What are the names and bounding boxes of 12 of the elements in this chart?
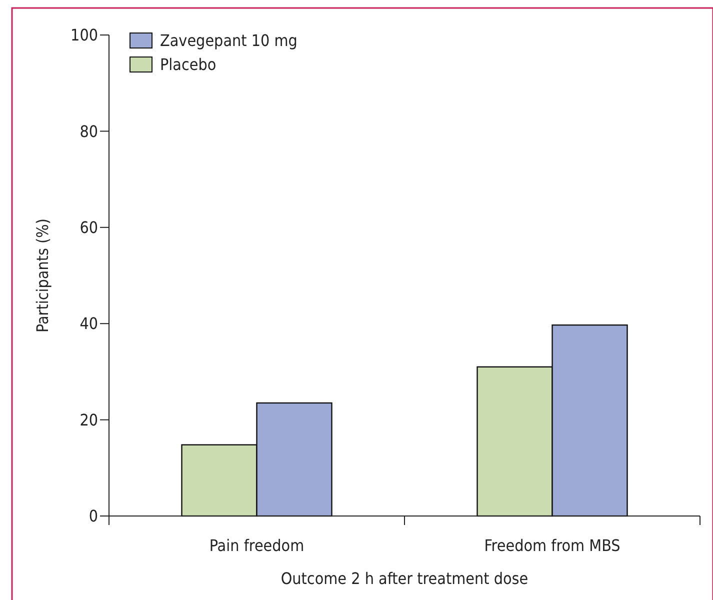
x-tick-label: Pain freedom xyxy=(209,536,304,555)
y-tick-label: 0 xyxy=(88,506,98,526)
y-axis-title: Participants (%) xyxy=(33,218,52,332)
y-tick-label: 100 xyxy=(70,26,98,45)
x-axis-title: Outcome 2 h after treatment dose xyxy=(280,569,528,588)
legend-label: Placebo xyxy=(160,55,216,74)
y-tick-label: 20 xyxy=(80,410,98,430)
legend-label: Zavegepant 10 mg xyxy=(160,31,298,50)
x-tick-label: Freedom from MBS xyxy=(484,536,620,555)
y-tick-label: 40 xyxy=(80,314,98,334)
y-tick-label: 60 xyxy=(80,218,98,237)
y-tick-label: 80 xyxy=(80,122,98,141)
